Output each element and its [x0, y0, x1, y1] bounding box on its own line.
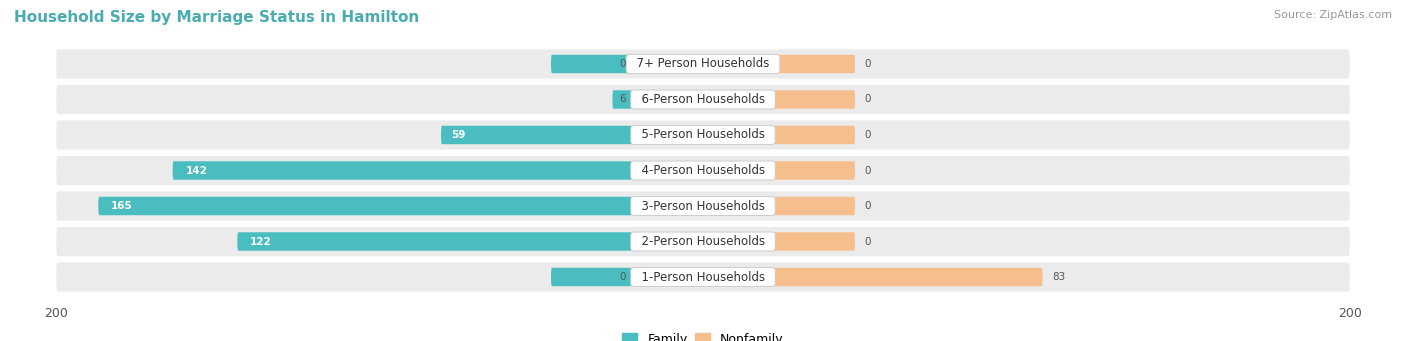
Text: 0: 0 — [865, 130, 872, 140]
FancyBboxPatch shape — [551, 268, 631, 286]
Text: 2-Person Households: 2-Person Households — [634, 235, 772, 248]
Text: Source: ZipAtlas.com: Source: ZipAtlas.com — [1274, 10, 1392, 20]
Text: 165: 165 — [111, 201, 134, 211]
FancyBboxPatch shape — [56, 191, 1350, 221]
Text: 0: 0 — [865, 165, 872, 176]
Text: 6-Person Households: 6-Person Households — [634, 93, 772, 106]
Legend: Family, Nonfamily: Family, Nonfamily — [617, 328, 789, 341]
FancyBboxPatch shape — [173, 161, 631, 180]
Text: 6: 6 — [619, 94, 626, 104]
FancyBboxPatch shape — [56, 49, 1350, 78]
Text: 142: 142 — [186, 165, 208, 176]
FancyBboxPatch shape — [441, 126, 631, 144]
FancyBboxPatch shape — [775, 197, 855, 215]
FancyBboxPatch shape — [775, 126, 855, 144]
FancyBboxPatch shape — [56, 227, 1350, 256]
Text: 5-Person Households: 5-Person Households — [634, 129, 772, 142]
FancyBboxPatch shape — [98, 197, 631, 215]
FancyBboxPatch shape — [56, 263, 1350, 292]
Text: 0: 0 — [619, 272, 626, 282]
FancyBboxPatch shape — [613, 90, 631, 109]
Text: Household Size by Marriage Status in Hamilton: Household Size by Marriage Status in Ham… — [14, 10, 419, 25]
FancyBboxPatch shape — [56, 156, 1350, 185]
Text: 59: 59 — [451, 130, 465, 140]
FancyBboxPatch shape — [56, 85, 1350, 114]
FancyBboxPatch shape — [775, 232, 855, 251]
Text: 122: 122 — [250, 237, 271, 247]
Text: 7+ Person Households: 7+ Person Households — [628, 58, 778, 71]
FancyBboxPatch shape — [775, 55, 855, 73]
Text: 0: 0 — [865, 94, 872, 104]
Text: 0: 0 — [619, 59, 626, 69]
Text: 1-Person Households: 1-Person Households — [634, 270, 772, 283]
FancyBboxPatch shape — [775, 90, 855, 109]
Text: 0: 0 — [865, 59, 872, 69]
Text: 3-Person Households: 3-Person Households — [634, 199, 772, 212]
Text: 83: 83 — [1052, 272, 1066, 282]
FancyBboxPatch shape — [775, 161, 855, 180]
Text: 4-Person Households: 4-Person Households — [634, 164, 772, 177]
FancyBboxPatch shape — [56, 120, 1350, 150]
FancyBboxPatch shape — [775, 268, 1043, 286]
FancyBboxPatch shape — [238, 232, 631, 251]
Text: 0: 0 — [865, 237, 872, 247]
FancyBboxPatch shape — [551, 55, 631, 73]
Text: 0: 0 — [865, 201, 872, 211]
